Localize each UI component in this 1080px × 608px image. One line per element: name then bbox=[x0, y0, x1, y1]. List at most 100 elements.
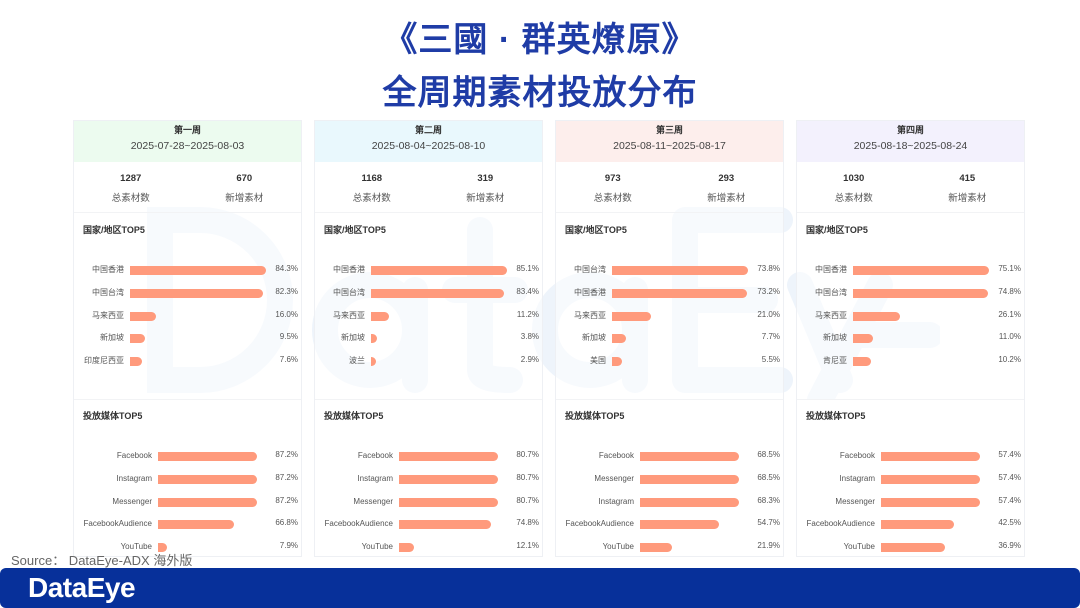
media-name: Messenger bbox=[353, 496, 393, 506]
media-row: FacebookAudience 42.5% bbox=[797, 518, 1026, 530]
country-row: 中国香港 84.3% bbox=[74, 264, 303, 276]
page-subtitle: 全周期素材投放分布 bbox=[382, 74, 698, 112]
media-name: YouTube bbox=[843, 542, 875, 552]
week-header: 第二周 2025-08-04~2025-08-10 bbox=[315, 121, 542, 162]
country-percent: 75.1% bbox=[998, 264, 1021, 273]
country-name: 新加坡 bbox=[341, 333, 365, 343]
country-name: 新加坡 bbox=[823, 333, 847, 343]
media-section-title: 投放媒体TOP5 bbox=[324, 411, 384, 421]
country-name: 印度尼西亚 bbox=[84, 356, 124, 366]
country-bar bbox=[130, 311, 156, 321]
stat-label: 新增素材 bbox=[948, 193, 987, 204]
country-section-title: 国家/地区TOP5 bbox=[83, 225, 145, 235]
country-row: 新加坡 11.0% bbox=[797, 332, 1026, 344]
media-percent: 80.7% bbox=[516, 472, 539, 482]
country-row: 美国 5.5% bbox=[556, 355, 785, 367]
country-percent: 84.3% bbox=[275, 264, 298, 273]
country-percent: 85.1% bbox=[516, 264, 539, 273]
media-name: FacebookAudience bbox=[806, 519, 876, 529]
media-row: YouTube 7.9% bbox=[74, 541, 303, 553]
week-card: 第二周 2025-08-04~2025-08-10 1168 总素材数 319 新增素材国… bbox=[314, 120, 543, 557]
media-percent: 68.5% bbox=[757, 472, 780, 482]
country-name: 马来西亚 bbox=[574, 310, 606, 320]
media-name: YouTube bbox=[120, 542, 152, 552]
country-bar bbox=[130, 266, 266, 275]
media-bar bbox=[399, 520, 491, 530]
page-title: 《三國 · 群英燎原》 bbox=[383, 21, 697, 59]
media-row: Instagram 80.7% bbox=[315, 473, 544, 485]
country-row: 中国香港 73.2% bbox=[556, 287, 785, 299]
country-bar bbox=[371, 311, 389, 321]
week-name: 第一周 bbox=[173, 125, 201, 135]
stat-value: 1168 bbox=[361, 173, 383, 184]
country-row: 新加坡 7.7% bbox=[556, 332, 785, 344]
section-divider bbox=[74, 399, 301, 400]
section-divider bbox=[797, 399, 1024, 400]
week-card: 第一周 2025-07-28~2025-08-03 1287 总素材数 670 新增素材国… bbox=[73, 120, 302, 557]
country-name: 新加坡 bbox=[582, 333, 606, 343]
media-bar bbox=[640, 474, 739, 484]
stat-value: 1287 bbox=[120, 173, 142, 184]
stat-label: 总素材数 bbox=[834, 193, 873, 204]
media-row: Instagram 57.4% bbox=[797, 473, 1026, 485]
media-bar bbox=[399, 474, 498, 484]
media-bar bbox=[158, 543, 167, 553]
media-row: FacebookAudience 74.8% bbox=[315, 518, 544, 530]
media-bar bbox=[158, 520, 234, 530]
stat-new: 415 新增素材 bbox=[911, 162, 1025, 212]
media-name: Facebook bbox=[839, 451, 875, 460]
media-row: Instagram 87.2% bbox=[74, 473, 303, 485]
country-name: 新加坡 bbox=[100, 333, 124, 343]
media-percent: 68.3% bbox=[757, 495, 780, 505]
media-row: YouTube 21.9% bbox=[556, 541, 785, 553]
stat-label: 新增素材 bbox=[707, 193, 746, 204]
media-bar bbox=[399, 497, 498, 507]
source-note: Source： DataEye-ADX 海外版 bbox=[11, 553, 193, 568]
media-row: FacebookAudience 66.8% bbox=[74, 518, 303, 530]
media-name: YouTube bbox=[602, 542, 634, 552]
stat-label: 总素材数 bbox=[352, 193, 391, 204]
country-percent: 82.3% bbox=[275, 286, 298, 296]
country-name: 中国香港 bbox=[92, 265, 124, 274]
stat-value: 319 bbox=[477, 173, 494, 184]
week-header: 第三周 2025-08-11~2025-08-17 bbox=[556, 121, 783, 162]
stat-value: 973 bbox=[604, 173, 621, 184]
country-name: 马来西亚 bbox=[333, 310, 365, 320]
country-bar bbox=[853, 288, 989, 298]
media-percent: 74.8% bbox=[516, 518, 539, 528]
media-percent: 7.9% bbox=[279, 541, 298, 551]
media-percent: 12.1% bbox=[516, 541, 539, 551]
country-percent: 10.2% bbox=[998, 355, 1021, 365]
media-bar bbox=[881, 452, 980, 461]
country-name: 中国香港 bbox=[815, 265, 847, 274]
country-name: 波兰 bbox=[349, 356, 365, 366]
media-row: Facebook 87.2% bbox=[74, 450, 303, 462]
media-bar bbox=[158, 497, 257, 507]
media-percent: 80.7% bbox=[516, 495, 539, 505]
stat-value: 293 bbox=[718, 173, 735, 184]
media-name: FacebookAudience bbox=[324, 519, 394, 529]
media-name: Messenger bbox=[594, 473, 634, 483]
media-percent: 80.7% bbox=[516, 450, 539, 459]
media-name: YouTube bbox=[361, 542, 393, 552]
week-card: 第四周 2025-08-18~2025-08-24 1030 总素材数 415 新增素材国… bbox=[796, 120, 1025, 557]
country-row: 马来西亚 11.2% bbox=[315, 310, 544, 322]
country-row: 中国香港 85.1% bbox=[315, 264, 544, 276]
media-bar bbox=[881, 474, 980, 484]
media-row: YouTube 36.9% bbox=[797, 541, 1026, 553]
stat-new: 670 新增素材 bbox=[188, 162, 302, 212]
country-row: 马来西亚 26.1% bbox=[797, 310, 1026, 322]
media-percent: 21.9% bbox=[757, 541, 780, 551]
country-name: 马来西亚 bbox=[815, 310, 847, 320]
country-name: 中国台湾 bbox=[574, 265, 606, 274]
country-bar bbox=[371, 334, 378, 344]
country-row: 中国台湾 73.8% bbox=[556, 264, 785, 276]
country-percent: 3.8% bbox=[520, 332, 539, 342]
week-stats: 1030 总素材数 415 新增素材 bbox=[797, 162, 1024, 213]
week-stats: 973 总素材数 293 新增素材 bbox=[556, 162, 783, 213]
media-percent: 87.2% bbox=[275, 495, 298, 505]
media-bar bbox=[881, 520, 955, 530]
section-divider bbox=[556, 399, 783, 400]
stat-total: 1287 总素材数 bbox=[74, 162, 188, 212]
media-bar bbox=[881, 543, 945, 553]
